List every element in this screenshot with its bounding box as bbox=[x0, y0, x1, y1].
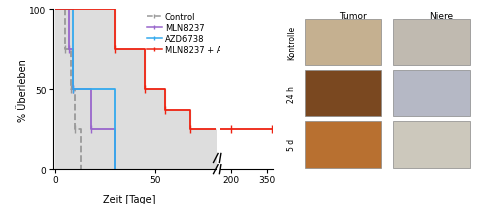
Legend: Control, MLN8237, AZD6738, MLN8237 + AZD6738: Control, MLN8237, AZD6738, MLN8237 + AZD… bbox=[146, 13, 256, 55]
Bar bbox=[394, 71, 469, 117]
Text: Zeit [Tage]: Zeit [Tage] bbox=[103, 194, 156, 204]
Text: 24 h: 24 h bbox=[287, 85, 296, 102]
Text: 5 d: 5 d bbox=[287, 139, 296, 151]
Text: Kontrolle: Kontrolle bbox=[287, 26, 296, 60]
Bar bbox=[305, 20, 382, 66]
Y-axis label: % Überleben: % Überleben bbox=[18, 59, 28, 121]
Bar bbox=[305, 122, 382, 168]
Text: Niere: Niere bbox=[430, 12, 454, 21]
Text: Tumor: Tumor bbox=[339, 12, 367, 21]
Bar bbox=[305, 71, 382, 117]
Bar bbox=[394, 122, 469, 168]
Bar bbox=[394, 20, 469, 66]
